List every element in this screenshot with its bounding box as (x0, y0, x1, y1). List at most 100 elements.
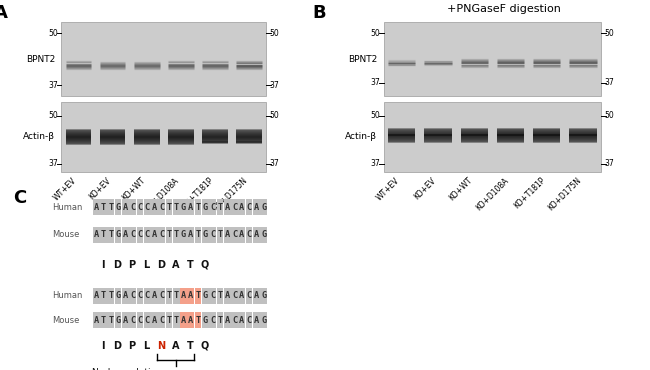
Text: G: G (116, 203, 121, 212)
FancyBboxPatch shape (166, 227, 172, 243)
Text: A: A (152, 292, 157, 300)
Text: A: A (254, 316, 259, 324)
FancyBboxPatch shape (253, 199, 260, 215)
Text: B: B (312, 4, 326, 22)
FancyBboxPatch shape (129, 312, 136, 328)
Text: A: A (0, 4, 8, 22)
Text: I: I (101, 259, 105, 270)
FancyBboxPatch shape (195, 312, 202, 328)
Text: A: A (152, 316, 157, 324)
Text: C: C (137, 203, 142, 212)
Text: KO+EV: KO+EV (87, 176, 112, 201)
FancyBboxPatch shape (173, 312, 179, 328)
Text: G: G (116, 316, 121, 324)
FancyBboxPatch shape (93, 312, 99, 328)
FancyBboxPatch shape (136, 288, 143, 304)
Text: C: C (130, 231, 135, 239)
FancyBboxPatch shape (93, 288, 99, 304)
Text: A: A (239, 231, 244, 239)
FancyBboxPatch shape (187, 199, 194, 215)
Text: 50: 50 (604, 111, 614, 120)
FancyBboxPatch shape (231, 288, 238, 304)
FancyBboxPatch shape (260, 227, 267, 243)
FancyBboxPatch shape (100, 288, 107, 304)
Text: C: C (210, 292, 215, 300)
Text: A: A (225, 231, 230, 239)
Text: C: C (130, 316, 135, 324)
FancyBboxPatch shape (173, 288, 179, 304)
Text: T: T (174, 203, 179, 212)
Text: C: C (159, 231, 164, 239)
FancyBboxPatch shape (202, 227, 209, 243)
Text: G: G (181, 203, 186, 212)
Text: Mouse: Mouse (52, 231, 79, 239)
FancyBboxPatch shape (239, 288, 245, 304)
Text: D: D (113, 341, 122, 351)
Text: KO+D175N: KO+D175N (547, 176, 583, 212)
FancyBboxPatch shape (107, 288, 114, 304)
Text: A: A (188, 203, 194, 212)
FancyBboxPatch shape (202, 288, 209, 304)
Text: A: A (254, 292, 259, 300)
Text: 50: 50 (269, 111, 279, 120)
Text: I: I (101, 341, 105, 351)
Text: C: C (137, 316, 142, 324)
Text: 50: 50 (370, 29, 380, 38)
Text: A: A (172, 341, 179, 351)
Text: 50: 50 (49, 29, 58, 38)
Text: T: T (217, 231, 222, 239)
Text: C: C (232, 231, 237, 239)
Text: A: A (123, 203, 128, 212)
Text: A: A (188, 316, 194, 324)
FancyBboxPatch shape (246, 199, 252, 215)
Text: A: A (188, 292, 194, 300)
FancyBboxPatch shape (129, 288, 136, 304)
FancyBboxPatch shape (202, 199, 209, 215)
Text: C: C (130, 292, 135, 300)
FancyBboxPatch shape (114, 227, 122, 243)
Text: C: C (144, 231, 150, 239)
FancyBboxPatch shape (246, 288, 252, 304)
FancyBboxPatch shape (253, 312, 260, 328)
Text: P: P (128, 341, 135, 351)
Text: C: C (130, 203, 135, 212)
Text: BPNT2: BPNT2 (26, 55, 55, 64)
FancyBboxPatch shape (246, 312, 252, 328)
Text: C: C (246, 292, 252, 300)
Text: C: C (144, 292, 150, 300)
FancyBboxPatch shape (224, 227, 231, 243)
Text: T: T (166, 292, 172, 300)
Text: 37: 37 (370, 78, 380, 87)
Text: G: G (203, 292, 208, 300)
FancyBboxPatch shape (209, 312, 216, 328)
FancyBboxPatch shape (260, 312, 267, 328)
Text: BPNT2: BPNT2 (348, 55, 377, 64)
FancyBboxPatch shape (114, 199, 122, 215)
Text: A: A (94, 231, 99, 239)
Text: T: T (108, 292, 113, 300)
Text: C: C (232, 203, 237, 212)
FancyBboxPatch shape (151, 199, 158, 215)
FancyBboxPatch shape (246, 227, 252, 243)
Text: 50: 50 (604, 29, 614, 38)
FancyBboxPatch shape (151, 312, 158, 328)
FancyBboxPatch shape (239, 227, 245, 243)
Text: T: T (196, 292, 201, 300)
Text: T: T (174, 316, 179, 324)
Text: T: T (101, 316, 106, 324)
FancyBboxPatch shape (173, 199, 179, 215)
Text: A: A (254, 203, 259, 212)
FancyBboxPatch shape (129, 199, 136, 215)
Text: A: A (225, 203, 230, 212)
FancyBboxPatch shape (209, 199, 216, 215)
FancyBboxPatch shape (224, 312, 231, 328)
Text: 50: 50 (49, 111, 58, 120)
FancyBboxPatch shape (187, 288, 194, 304)
Text: A: A (188, 231, 194, 239)
Text: A: A (172, 259, 179, 270)
Text: C: C (246, 231, 252, 239)
Text: T: T (174, 231, 179, 239)
Text: 37: 37 (370, 159, 380, 168)
Text: T: T (217, 203, 222, 212)
FancyBboxPatch shape (122, 227, 129, 243)
